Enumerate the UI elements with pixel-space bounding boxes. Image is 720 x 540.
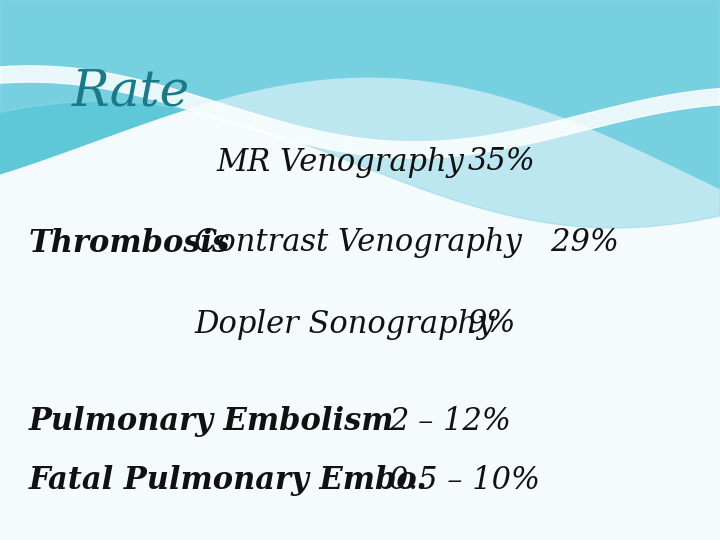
Text: Dopler Sonography: Dopler Sonography (194, 308, 495, 340)
Text: Contrast Venography   29%: Contrast Venography 29% (194, 227, 619, 259)
Text: 9%: 9% (468, 308, 516, 340)
Text: Fatal Pulmonary Embo.: Fatal Pulmonary Embo. (29, 465, 428, 496)
Text: Rate: Rate (72, 67, 190, 117)
Text: 35%: 35% (468, 146, 536, 178)
Text: 2 – 12%: 2 – 12% (389, 406, 510, 437)
Text: Pulmonary Embolism: Pulmonary Embolism (29, 406, 395, 437)
Text: MR Venography: MR Venography (216, 146, 464, 178)
Text: Thrombosis: Thrombosis (29, 227, 230, 259)
Text: 0.5 – 10%: 0.5 – 10% (389, 465, 540, 496)
